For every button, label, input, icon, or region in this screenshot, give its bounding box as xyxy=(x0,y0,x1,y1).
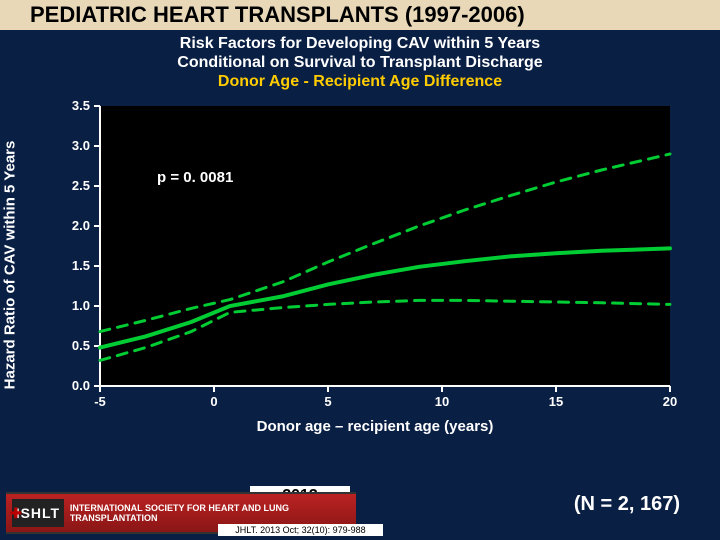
subtitle-line-1: Risk Factors for Developing CAV within 5… xyxy=(20,34,700,53)
svg-text:10: 10 xyxy=(435,394,449,409)
subtitle-line-2: Conditional on Survival to Transplant Di… xyxy=(20,53,700,72)
svg-text:1.0: 1.0 xyxy=(72,298,90,313)
y-axis-label: Hazard Ratio of CAV within 5 Years xyxy=(2,141,19,390)
svg-text:15: 15 xyxy=(549,394,563,409)
logo-subtitle: INTERNATIONAL SOCIETY FOR HEART AND LUNG… xyxy=(70,503,356,523)
subtitle-line-3: Donor Age - Recipient Age Difference xyxy=(20,72,700,91)
n-count: (N = 2, 167) xyxy=(574,493,680,516)
title-bar: PEDIATRIC HEART TRANSPLANTS (1997-2006) xyxy=(0,0,720,30)
subtitle-block: Risk Factors for Developing CAV within 5… xyxy=(0,30,720,94)
citation-text: JHLT. 2013 Oct; 32(10): 979-988 xyxy=(218,524,383,536)
svg-text:p = 0. 0081: p = 0. 0081 xyxy=(157,169,233,186)
ishlt-logo-icon: ISHLT xyxy=(12,499,64,527)
svg-text:3.5: 3.5 xyxy=(72,98,90,113)
footer: 2013 ISHLT INTERNATIONAL SOCIETY FOR HEA… xyxy=(0,482,720,540)
svg-text:1.5: 1.5 xyxy=(72,258,90,273)
svg-text:3.0: 3.0 xyxy=(72,138,90,153)
svg-text:0.0: 0.0 xyxy=(72,378,90,393)
x-axis-label: Donor age – recipient age (years) xyxy=(50,418,700,435)
svg-text:-5: -5 xyxy=(94,394,106,409)
svg-text:2.0: 2.0 xyxy=(72,218,90,233)
page-title: PEDIATRIC HEART TRANSPLANTS (1997-2006) xyxy=(30,2,720,28)
hazard-ratio-chart: 0.0 0.5 1.0 1.5 2.0 2.5 3.0 3.5 -5 0 5 10 15 20 p = 0.… xyxy=(50,96,690,416)
svg-text:20: 20 xyxy=(663,394,677,409)
svg-text:0.5: 0.5 xyxy=(72,338,90,353)
svg-text:5: 5 xyxy=(324,394,331,409)
svg-text:2.5: 2.5 xyxy=(72,178,90,193)
svg-text:0: 0 xyxy=(210,394,217,409)
chart-container: Hazard Ratio of CAV within 5 Years 0.00.… xyxy=(50,96,700,435)
